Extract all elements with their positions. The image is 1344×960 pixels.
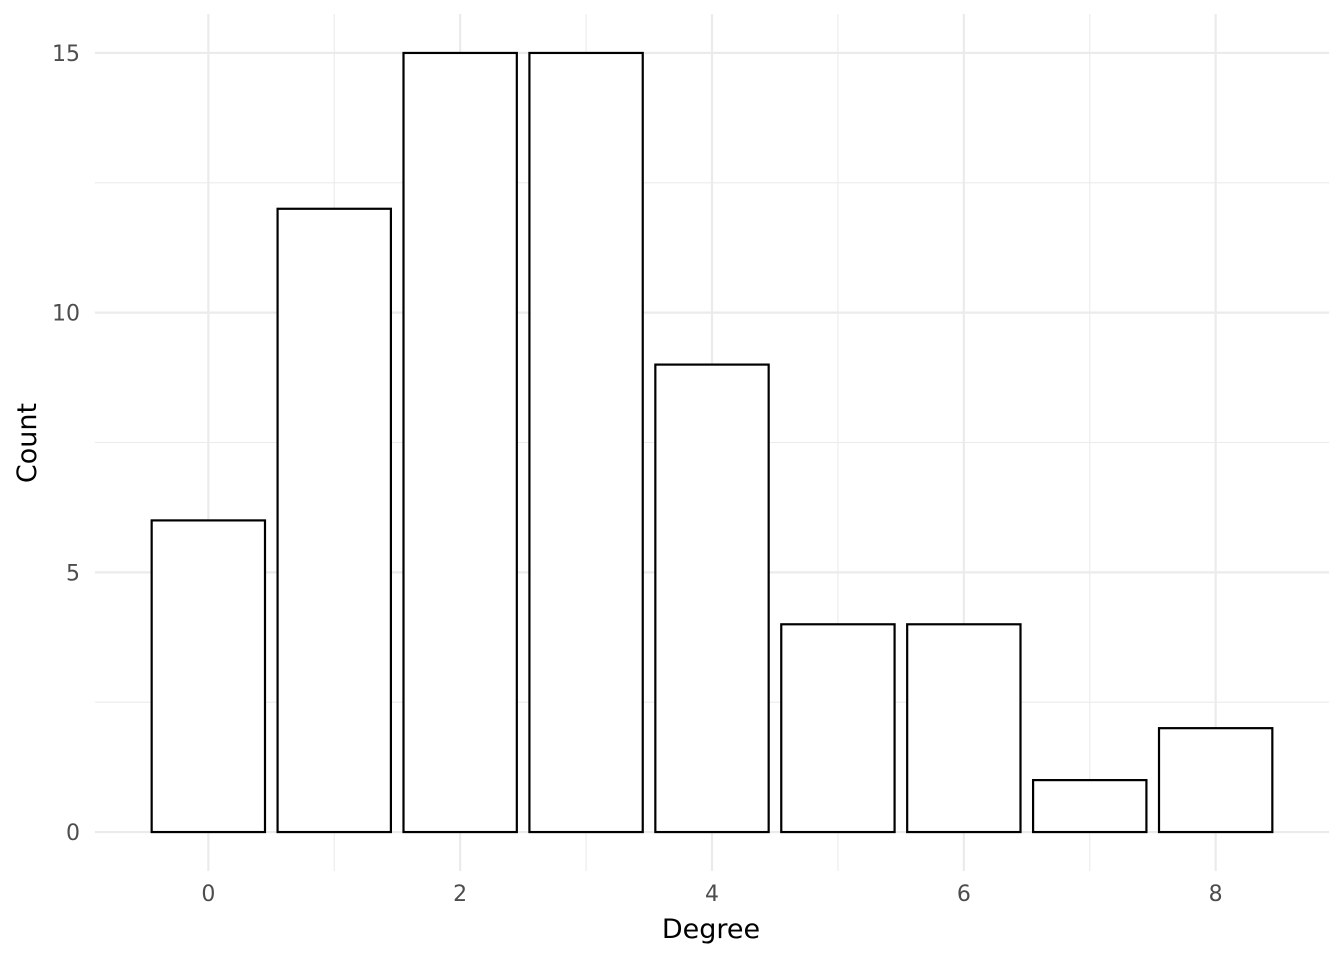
x-axis-title: Degree (662, 914, 760, 945)
y-axis-ticks: 0 5 10 15 (52, 42, 80, 846)
bar-degree-1 (276, 207, 393, 834)
y-tick-label: 15 (52, 42, 80, 67)
bar-degree-8 (1157, 727, 1274, 834)
bar-degree-0 (150, 519, 267, 834)
x-tick-label: 8 (1209, 882, 1223, 907)
bars (150, 51, 1274, 834)
x-tick-label: 0 (201, 882, 215, 907)
x-tick-label: 4 (705, 882, 719, 907)
x-axis-ticks: 0 2 4 6 8 (201, 882, 1222, 907)
y-axis-title: Count (12, 403, 43, 483)
bar-degree-2 (402, 51, 518, 834)
bar-degree-6 (906, 623, 1022, 834)
x-tick-label: 6 (957, 882, 971, 907)
bar-degree-3 (528, 51, 644, 834)
bar-degree-5 (780, 623, 896, 834)
y-tick-label: 0 (66, 821, 80, 846)
bar-degree-4 (654, 363, 770, 834)
bar-degree-7 (1031, 779, 1148, 834)
x-tick-label: 2 (453, 882, 467, 907)
y-tick-label: 10 (52, 302, 80, 327)
y-tick-label: 5 (66, 561, 80, 586)
